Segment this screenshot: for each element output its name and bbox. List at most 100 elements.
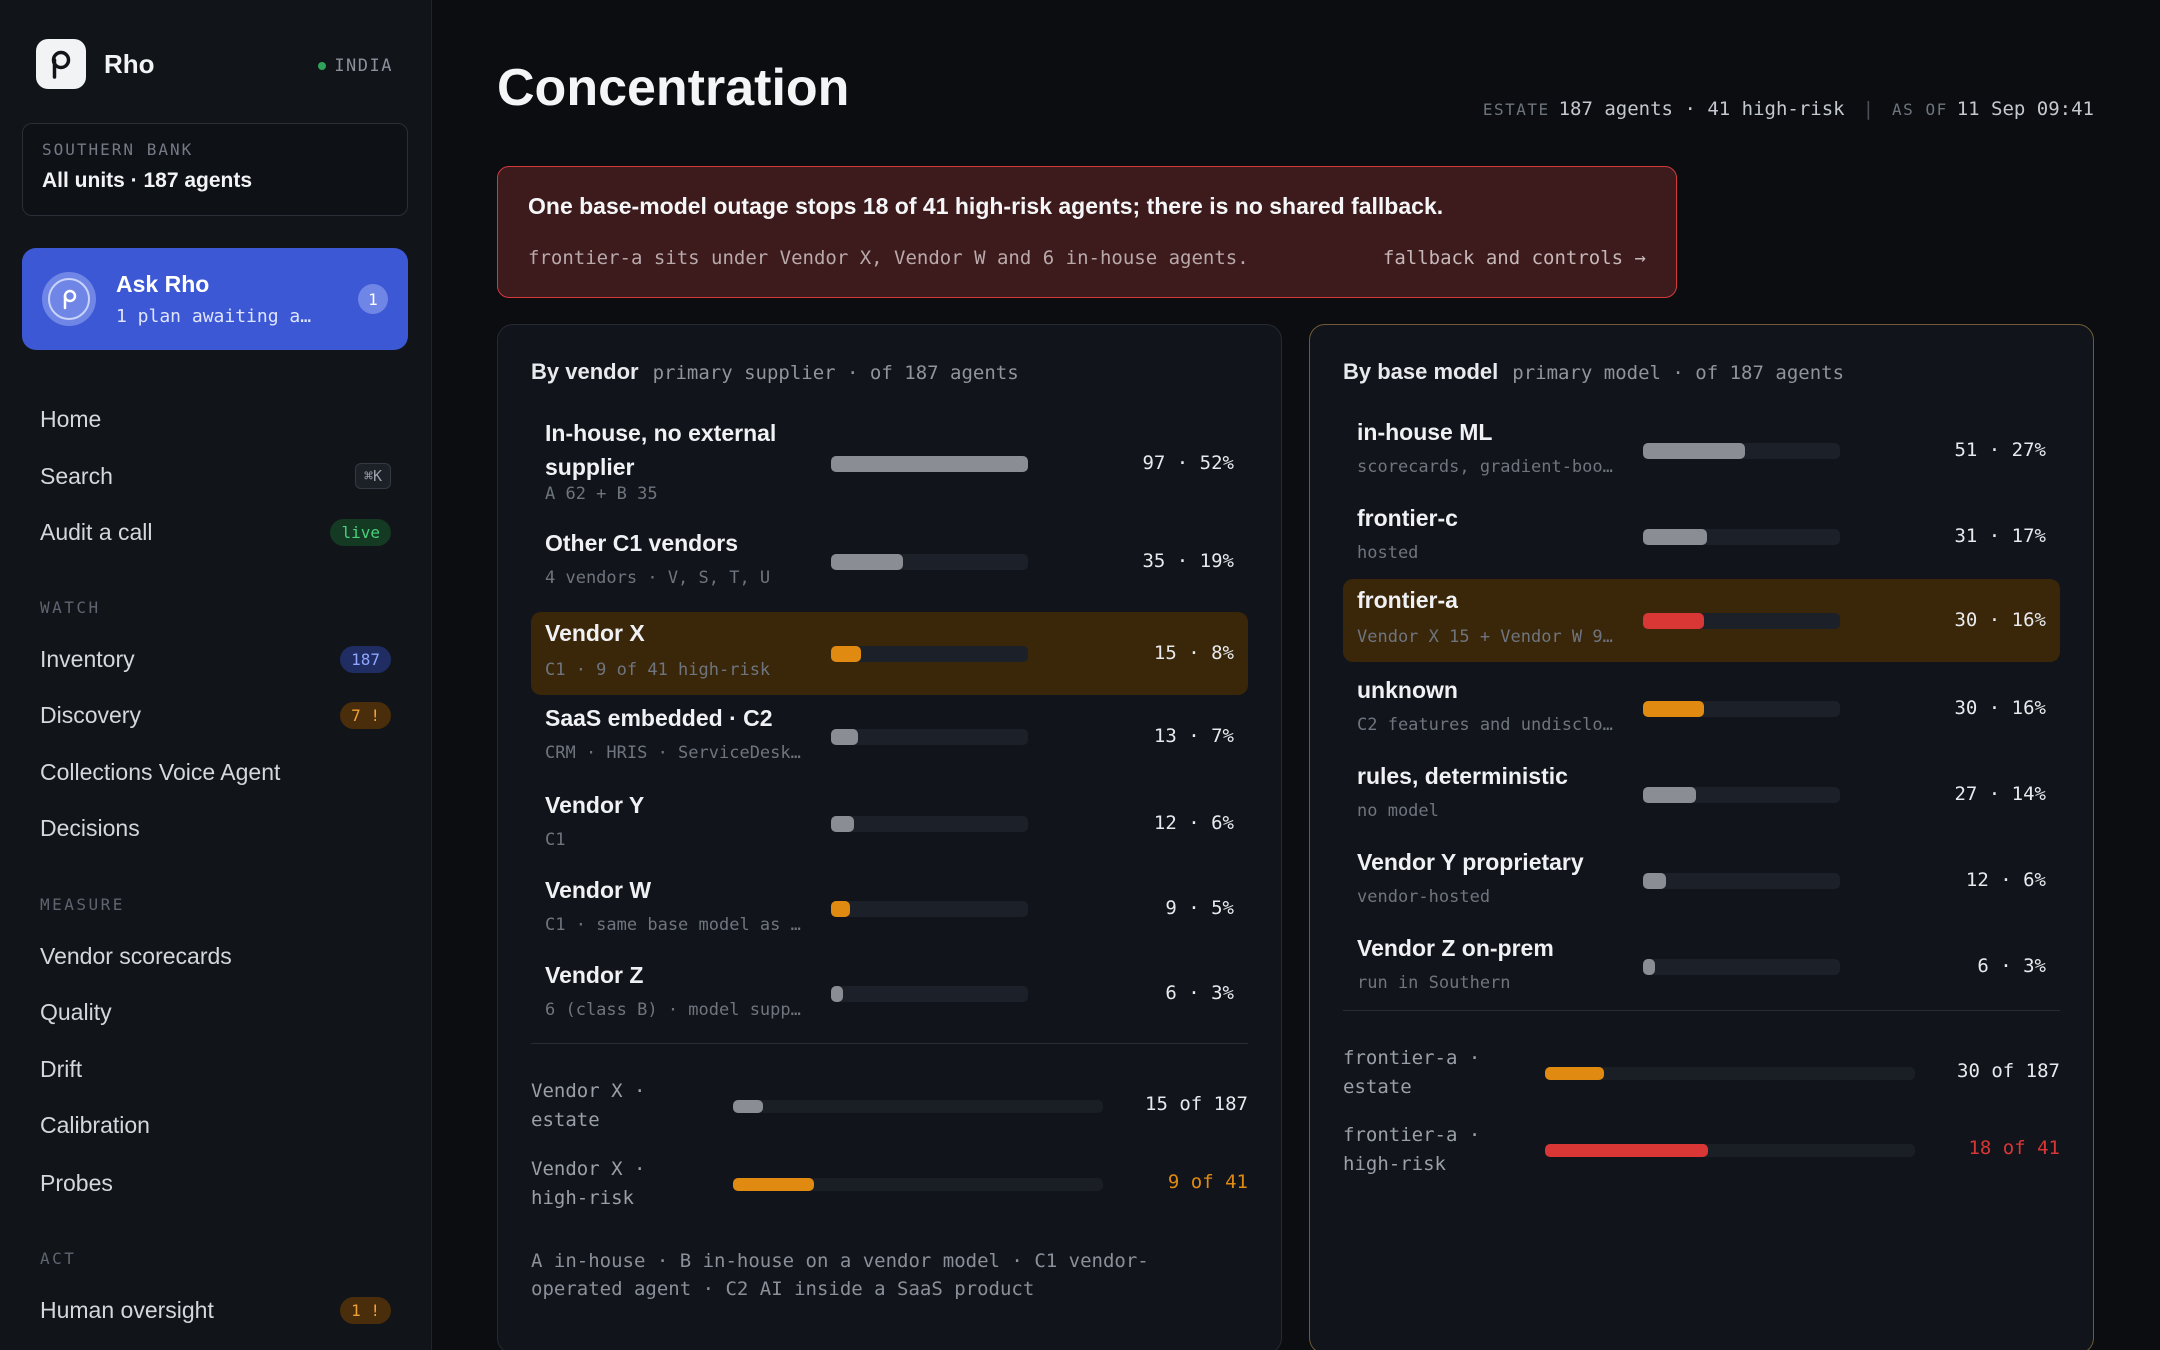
concentration-row[interactable]: Vendor Y C1 12 · 6% — [531, 784, 1248, 864]
row-value: 51 · 27% — [1954, 439, 2046, 461]
concentration-row[interactable]: frontier-c hosted 31 · 17% — [1343, 497, 2060, 577]
row-name: Vendor Z on-prem — [1357, 935, 1554, 961]
nav-inventory[interactable]: Inventory 187 — [40, 639, 391, 679]
summary-bar-fill — [1545, 1144, 1708, 1157]
section-watch: WATCH — [40, 598, 101, 617]
share-bar-fill — [1643, 787, 1696, 803]
share-bar-track — [831, 901, 1028, 917]
row-subtitle: run in Southern — [1357, 973, 1511, 993]
nav-drift[interactable]: Drift — [40, 1049, 391, 1089]
concentration-row[interactable]: Vendor X C1 · 9 of 41 high-risk 15 · 8% — [531, 612, 1248, 695]
summary-value: 30 of 187 — [1957, 1060, 2060, 1082]
nav-collections-voice-agent[interactable]: Collections Voice Agent — [40, 752, 391, 792]
fallback-controls-link[interactable]: fallback and controls → — [1382, 247, 1646, 269]
nav-vendor-scorecards[interactable]: Vendor scorecards — [40, 936, 391, 976]
share-bar-fill — [1643, 959, 1655, 975]
row-subtitle: C1 · 9 of 41 high-risk — [545, 660, 771, 680]
share-bar-fill — [831, 986, 843, 1002]
row-name: SaaS embedded · C2 — [545, 705, 773, 731]
summary-value: 18 of 41 — [1968, 1137, 2060, 1159]
alert-detail: frontier-a sits under Vendor X, Vendor W… — [528, 247, 1249, 269]
share-bar-fill — [831, 645, 861, 662]
row-value: 97 · 52% — [1142, 452, 1234, 474]
concentration-row[interactable]: Vendor W C1 · same base model as … 9 · 5% — [531, 869, 1248, 949]
row-value: 30 · 16% — [1954, 697, 2046, 719]
concentration-row[interactable]: Vendor Y proprietary vendor-hosted 12 · 6% — [1343, 841, 2060, 921]
concentration-row[interactable]: unknown C2 features and undisclo… 30 · 16% — [1343, 669, 2060, 749]
nav-label: Search — [40, 462, 113, 489]
sidebar: Rho INDIA SOUTHERN BANK All units · 187 … — [0, 0, 432, 1350]
share-bar-track — [831, 816, 1028, 832]
status-dot-icon — [318, 62, 327, 70]
concentration-row[interactable]: Other C1 vendors 4 vendors · V, S, T, U 35… — [531, 522, 1248, 602]
divider — [531, 1043, 1248, 1044]
brand[interactable]: Rho — [36, 39, 155, 89]
summary-bar-track — [1545, 1067, 1915, 1080]
org-kicker: SOUTHERN BANK — [42, 140, 194, 159]
row-subtitle: C1 · same base model as … — [545, 915, 801, 935]
concentration-row[interactable]: Vendor Z 6 (class B) · model supp… 6 · 3% — [531, 954, 1248, 1034]
share-bar-fill — [1643, 612, 1704, 629]
nav-label: Quality — [40, 998, 112, 1025]
page-title: Concentration — [497, 59, 850, 117]
row-name: Other C1 vendors — [545, 530, 738, 556]
concentration-row[interactable]: SaaS embedded · C2 CRM · HRIS · ServiceDe… — [531, 697, 1248, 777]
share-bar-track — [831, 729, 1028, 745]
share-bar-fill — [831, 816, 854, 832]
concentration-row[interactable]: Vendor Z on-prem run in Southern 6 · 3% — [1343, 927, 2060, 1007]
row-subtitle: vendor-hosted — [1357, 887, 1491, 907]
nav-label: Calibration — [40, 1111, 150, 1138]
nav-human-oversight[interactable]: Human oversight 1 ! — [40, 1290, 391, 1330]
nav-calibration[interactable]: Calibration — [40, 1105, 391, 1145]
concentration-row[interactable]: in-house ML scorecards, gradient-boo… 51 ·… — [1343, 411, 2060, 491]
row-value: 12 · 6% — [1153, 812, 1234, 834]
nav-label: Home — [40, 405, 102, 432]
nav-label: Discovery — [40, 701, 141, 728]
concentration-row[interactable]: frontier-a Vendor X 15 + Vendor W 9… 30 · … — [1343, 579, 2060, 662]
org-switcher[interactable]: SOUTHERN BANK All units · 187 agents — [22, 123, 408, 216]
estate-key: ESTATE — [1482, 99, 1550, 119]
row-value: 31 · 17% — [1954, 525, 2046, 547]
row-subtitle: 6 (class B) · model supp… — [545, 1000, 801, 1020]
row-name: Vendor Y — [545, 792, 645, 818]
nav-search[interactable]: Search ⌘K — [40, 456, 391, 496]
panel-subtitle: primary model · of 187 agents — [1512, 362, 1845, 384]
share-bar-track — [1643, 612, 1840, 629]
share-bar-track — [1643, 529, 1840, 545]
share-bar-track — [831, 456, 1028, 472]
row-subtitle: scorecards, gradient-boo… — [1357, 457, 1613, 477]
row-name: frontier-c — [1357, 505, 1458, 531]
nav-label: Inventory — [40, 645, 135, 672]
risk-alert-banner: One base-model outage stops 18 of 41 hig… — [497, 166, 1677, 298]
summary-value: 15 of 187 — [1145, 1093, 1248, 1115]
row-value: 30 · 16% — [1954, 608, 2046, 631]
row-subtitle: C2 features and undisclo… — [1357, 715, 1613, 735]
row-value: 15 · 8% — [1153, 641, 1234, 664]
by-base-model-panel: By base model primary model · of 187 age… — [1309, 324, 2094, 1350]
ask-rho-avatar — [42, 272, 96, 326]
nav-probes[interactable]: Probes — [40, 1163, 391, 1203]
summary-value: 9 of 41 — [1167, 1171, 1248, 1193]
share-bar-fill — [831, 456, 1028, 472]
nav-quality[interactable]: Quality — [40, 992, 391, 1032]
row-name: Vendor Y proprietary — [1357, 849, 1584, 875]
share-bar-track — [1643, 959, 1840, 975]
concentration-row[interactable]: In-house, no external supplier A 62 + B 3… — [531, 410, 1248, 518]
concentration-row[interactable]: rules, deterministic no model 27 · 14% — [1343, 755, 2060, 835]
row-value: 13 · 7% — [1153, 725, 1234, 747]
row-subtitle: Vendor X 15 + Vendor W 9… — [1357, 627, 1613, 647]
nav-discovery[interactable]: Discovery 7 ! — [40, 695, 391, 735]
section-measure: MEASURE — [40, 895, 125, 914]
share-bar-fill — [831, 901, 850, 917]
nav-audit-call[interactable]: Audit a call live — [40, 512, 391, 552]
nav-decisions[interactable]: Decisions — [40, 808, 391, 848]
row-name: rules, deterministic — [1357, 763, 1568, 789]
brand-name: Rho — [104, 48, 155, 79]
nav-home[interactable]: Home — [40, 399, 391, 439]
ask-rho-button[interactable]: Ask Rho 1 plan awaiting a… 1 — [22, 248, 408, 350]
row-value: 6 · 3% — [1165, 982, 1234, 1004]
divider — [1343, 1010, 2060, 1011]
row-name: in-house ML — [1357, 419, 1493, 445]
share-bar-track — [831, 554, 1028, 570]
summary-bar-track — [733, 1178, 1103, 1191]
